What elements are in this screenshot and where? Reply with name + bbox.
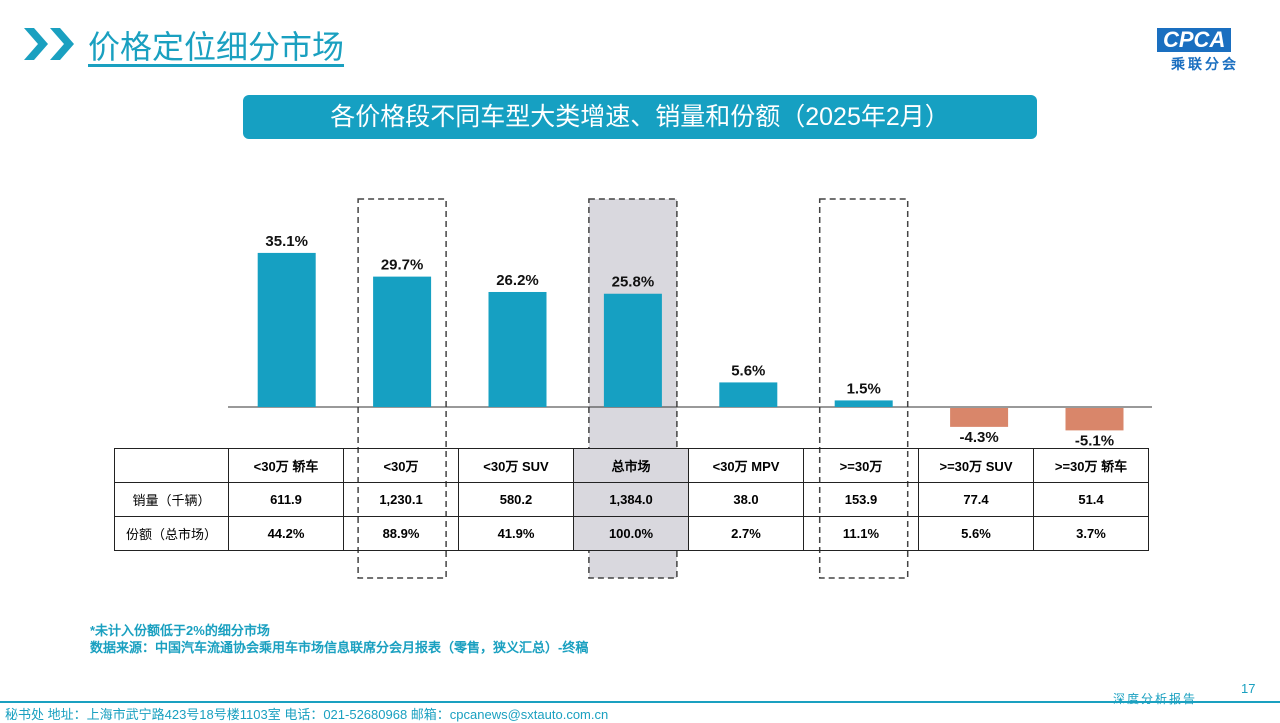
data-label: 25.8% [612,274,655,291]
table-cell: 2.7% [688,516,804,551]
table-cell: 41.9% [458,516,574,551]
bar [257,252,316,407]
data-label: -4.3% [960,429,999,446]
table-cell: 44.2% [228,516,344,551]
table-cell: 38.0 [688,482,804,517]
data-label: 26.2% [496,272,539,289]
footer-divider [0,701,1280,703]
table-row: 份额（总市场） 44.2% 88.9% 41.9% 100.0% 2.7% 11.1% 5.6… [114,516,1149,551]
bar [603,293,662,407]
bar [950,408,1009,427]
table-header-row: <30万 轿车 <30万 <30万 SUV 总市场 <30万 MPV >=30万 >=30万… [114,448,1149,483]
chart-title: 各价格段不同车型大类增速、销量和份额（2025年2月） [243,95,1037,139]
table-cell: 580.2 [458,482,574,517]
table-cell: 77.4 [918,482,1034,517]
table-cell: 11.1% [803,516,919,551]
table-cell: 1,384.0 [573,482,689,517]
table-row: 销量（千辆） 611.9 1,230.1 580.2 1,384.0 38.0 153.9 7… [114,482,1149,517]
data-label: 1.5% [847,380,881,397]
table-cell: 153.9 [803,482,919,517]
table-cell: 88.9% [343,516,459,551]
table-cell: 100.0% [573,516,689,551]
data-label: 5.6% [731,362,765,379]
highlight-box [818,198,909,579]
data-label: -5.1% [1075,432,1114,449]
column-header: <30万 MPV [688,448,804,483]
table-cell: 51.4 [1033,482,1149,517]
page-title: 价格定位细分市场 [88,29,345,65]
bar [373,276,432,407]
bar [719,382,778,407]
bar [834,400,893,407]
footer-contact: 秘书处 地址：上海市武宁路423号18号楼1103室 电话：021-526809… [5,707,609,722]
chevron-icon [24,28,74,60]
column-header: >=30万 [803,448,919,483]
column-header: >=30万 轿车 [1033,448,1149,483]
data-label: 29.7% [381,257,424,274]
data-label: 35.1% [265,233,308,250]
footnote: *未计入份额低于2%的细分市场 数据来源：中国汽车流通协会乘用车市场信息联席分会月… [90,623,589,655]
bar [488,291,547,407]
table-cell: 611.9 [228,482,344,517]
cpca-logo: CPCA 乘联分会 [1115,26,1260,74]
page-number: 17 [1241,681,1256,696]
row-label: 份额（总市场） [114,516,229,551]
table-cell: 3.7% [1033,516,1149,551]
bar [1065,408,1124,431]
column-header: 总市场 [573,448,689,483]
table-cell: 1,230.1 [343,482,459,517]
row-label: 销量（千辆） [114,482,229,517]
column-header: <30万 SUV [458,448,574,483]
data-table: <30万 轿车 <30万 <30万 SUV 总市场 <30万 MPV >=30万 >=30万… [114,448,1149,551]
table-cell: 5.6% [918,516,1034,551]
column-header: >=30万 SUV [918,448,1034,483]
column-header: <30万 轿车 [228,448,344,483]
report-label: 深度分析报告 [1113,692,1198,706]
highlight-box [357,198,447,579]
column-header: <30万 [343,448,459,483]
